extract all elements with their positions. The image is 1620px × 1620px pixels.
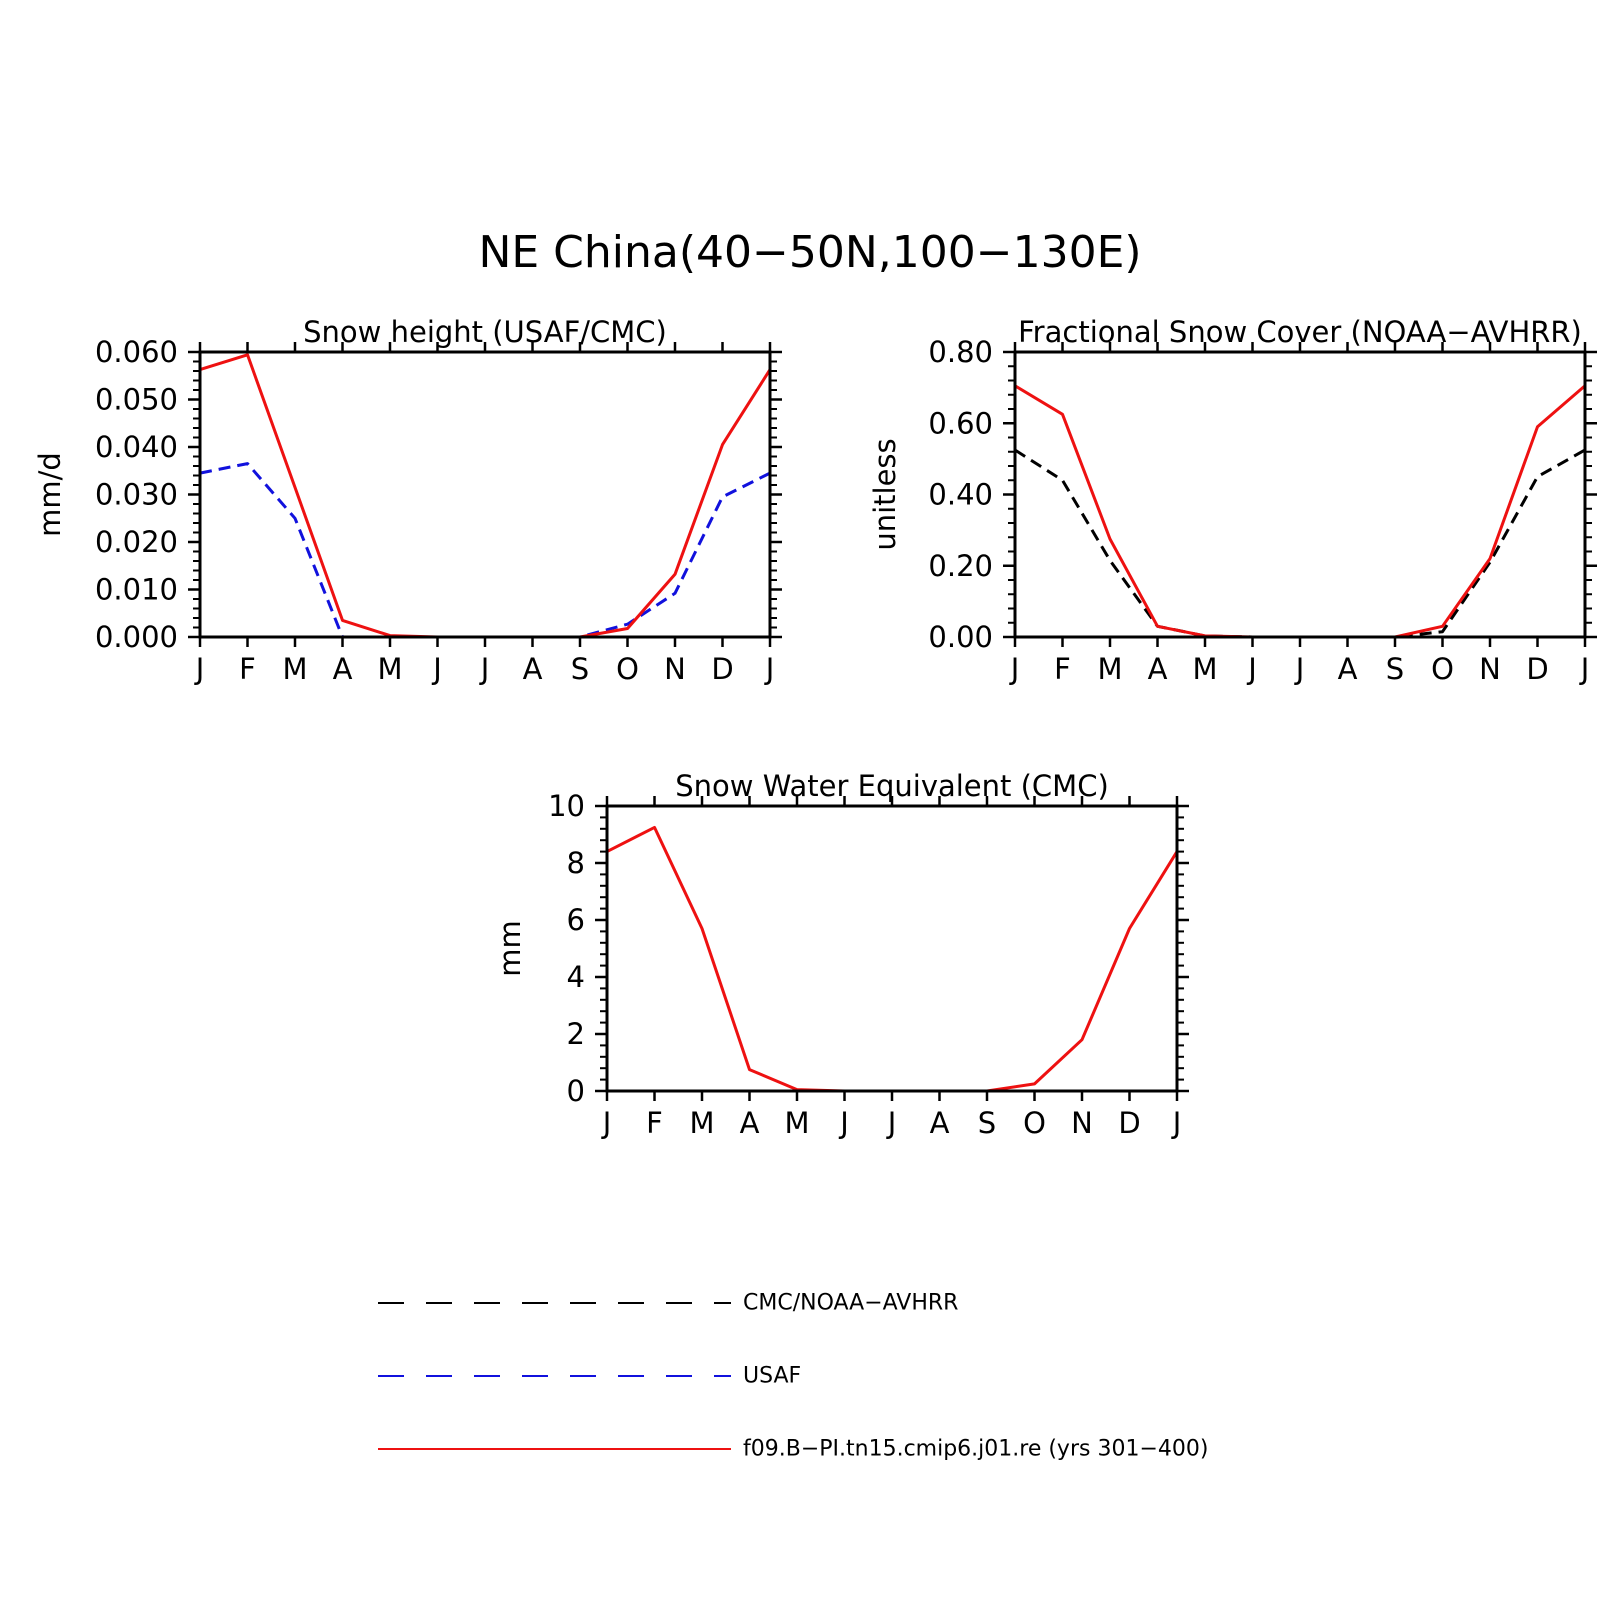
legend: CMC/NOAA−AVHRR USAF f09.B−PI.tn15.cmip6.j0… [378,1291,1208,1462]
y-tick-label: 0.000 [95,620,178,654]
chart-panel-2: Fractional Snow Cover (NOAA−AVHRR)unitle… [868,315,1597,686]
x-tick-label: F [1054,652,1071,686]
x-tick-label: F [239,652,256,686]
y-tick-label: 0.060 [95,335,178,369]
x-tick-label: N [1071,1106,1093,1140]
x-tick-label: J [886,1106,897,1140]
x-tick-label: J [194,652,205,686]
chart-panel-1: Snow height (USAF/CMC)mm/dJ F M A M J J A S O N D J0… [33,315,782,686]
y-tick-label: 6 [567,903,585,937]
legend-entry: CMC/NOAA−AVHRR [378,1291,958,1316]
x-tick-label: J [1294,652,1305,686]
y-tick-label: 0.80 [928,335,993,369]
y-tick-label: 10 [548,789,585,823]
legend-entry: f09.B−PI.tn15.cmip6.j01.re (yrs 301−400) [378,1437,1208,1462]
x-tick-label: S [1386,652,1404,686]
x-tick-label: J [601,1106,612,1140]
x-tick-label: D [711,652,733,686]
y-tick-label: 0 [567,1074,585,1108]
y-tick-label: 4 [567,960,585,994]
x-tick-label: D [1118,1106,1140,1140]
x-tick-label: N [1479,652,1501,686]
chart-panel-3: Snow Water Equivalent (CMC)mmJ F M A M J J A S O N… [493,769,1189,1140]
x-tick-label: O [616,652,639,686]
main-title: NE China(40−50N,100−130E) [478,227,1141,278]
x-tick-label: A [333,652,353,686]
y-axis-label: mm [493,920,527,977]
x-tick-label: A [1148,652,1168,686]
plot-frame [198,350,772,639]
x-tick-label: M [689,1106,714,1140]
legend-label: USAF [743,1364,801,1389]
x-tick-label: J [431,652,442,686]
series-line [199,353,772,639]
x-tick-label: M [784,1106,809,1140]
y-tick-label: 0.040 [95,430,178,464]
y-tick-label: 0.60 [928,406,993,440]
x-tick-label: M [1097,652,1122,686]
x-tick-label: A [930,1106,950,1140]
y-tick-label: 0.00 [928,620,993,654]
x-tick-label: J [1009,652,1020,686]
y-tick-label: 8 [567,846,585,880]
x-tick-label: M [377,652,402,686]
y-tick-label: 2 [567,1017,585,1051]
x-tick-label: F [646,1106,663,1140]
x-tick-label: A [523,652,543,686]
x-tick-label: M [1192,652,1217,686]
x-tick-label: A [740,1106,760,1140]
plot-frame [605,804,1179,1093]
y-tick-label: 0.050 [95,383,178,417]
y-tick-label: 0.40 [928,478,993,512]
y-axis-label: mm/d [33,452,67,537]
legend-label: CMC/NOAA−AVHRR [743,1291,958,1316]
y-tick-label: 0.010 [95,573,178,607]
x-tick-label: J [1246,652,1257,686]
series-line [606,825,1179,1093]
x-tick-label: S [571,652,589,686]
x-tick-label: D [1526,652,1548,686]
x-tick-label: J [479,652,490,686]
x-tick-label: O [1431,652,1454,686]
plot-frame [1013,350,1587,639]
y-tick-label: 0.020 [95,525,178,559]
x-tick-label: J [1579,652,1590,686]
x-tick-label: J [764,652,775,686]
series-line [1014,384,1586,639]
x-tick-label: M [282,652,307,686]
y-tick-label: 0.030 [95,478,178,512]
series-line [1014,448,1586,639]
y-tick-label: 0.20 [928,549,993,583]
x-tick-label: O [1023,1106,1046,1140]
panels: Snow height (USAF/CMC)mm/dJ F M A M J J A S O N D J0… [33,315,1597,1140]
x-tick-label: S [978,1106,996,1140]
x-tick-label: J [1171,1106,1182,1140]
legend-label: f09.B−PI.tn15.cmip6.j01.re (yrs 301−400) [743,1437,1208,1462]
x-tick-label: N [664,652,686,686]
x-tick-label: J [838,1106,849,1140]
y-axis-label: unitless [868,438,902,550]
legend-entry: USAF [378,1364,801,1389]
x-tick-label: A [1338,652,1358,686]
